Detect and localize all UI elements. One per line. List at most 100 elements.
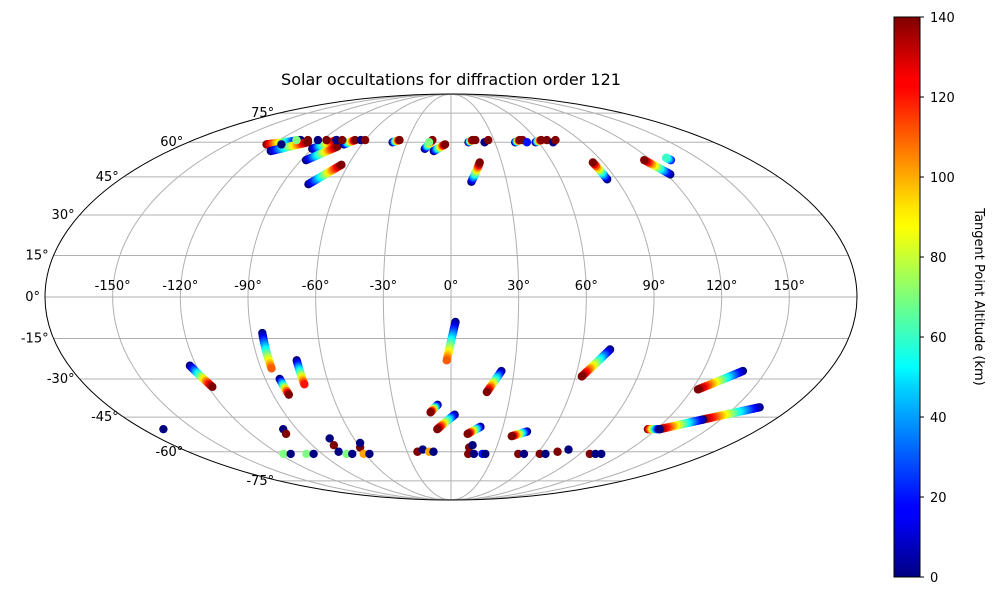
data-point xyxy=(482,387,492,397)
chart-title: Solar occultations for diffraction order… xyxy=(281,70,621,89)
data-point xyxy=(281,429,291,439)
data-point xyxy=(286,449,295,459)
data-point xyxy=(338,135,347,145)
data-point xyxy=(208,382,217,392)
longitude-tick-labels: -150° -120° -90° -60° -30° 0° 30° 60° 90° 120° 150… xyxy=(95,279,805,294)
data-point xyxy=(302,449,311,459)
latitude-label: 30° xyxy=(52,208,75,223)
data-point xyxy=(468,441,477,450)
longitude-label: -120° xyxy=(162,279,198,294)
data-point xyxy=(424,138,434,147)
data-point xyxy=(355,438,365,448)
longitude-label: -150° xyxy=(95,279,131,294)
meridian-line xyxy=(450,93,723,501)
meridian-line xyxy=(450,93,520,501)
colorbar-tick-label: 100 xyxy=(930,171,955,186)
data-point xyxy=(300,380,309,389)
latitude-label: -75° xyxy=(246,474,274,489)
data-point xyxy=(279,449,288,459)
data-point xyxy=(159,424,168,434)
data-point xyxy=(597,449,606,459)
data-point xyxy=(322,135,331,145)
latitude-label: 45° xyxy=(96,170,119,185)
longitude-label: 0° xyxy=(444,279,459,294)
latitude-label: -45° xyxy=(91,410,119,425)
latitude-label: 60° xyxy=(160,135,183,150)
colorbar-tick-label: 0 xyxy=(930,571,938,586)
data-point xyxy=(655,424,665,434)
meridian-line xyxy=(112,93,452,501)
data-point xyxy=(541,449,550,459)
latitude-label: -60° xyxy=(156,445,184,460)
map-boundary xyxy=(44,93,858,501)
data-point xyxy=(395,135,404,145)
data-point xyxy=(329,441,339,450)
data-point xyxy=(522,138,532,147)
longitude-label: 120° xyxy=(706,279,737,294)
data-point xyxy=(325,434,334,443)
longitude-label: 150° xyxy=(774,279,805,294)
data-point xyxy=(640,155,649,165)
data-point xyxy=(564,445,573,454)
latitude-label: -15° xyxy=(21,332,49,347)
data-point xyxy=(693,385,703,394)
data-point xyxy=(463,429,472,439)
latitude-label: -30° xyxy=(47,372,75,387)
data-point xyxy=(334,447,343,456)
latitude-label: 0° xyxy=(25,290,40,305)
data-point xyxy=(418,445,427,454)
data-point xyxy=(365,449,374,459)
data-point xyxy=(469,449,479,459)
graticule xyxy=(45,93,857,501)
latitude-label: 15° xyxy=(26,248,49,263)
longitude-label: 60° xyxy=(575,279,598,294)
meridian-line xyxy=(450,93,655,501)
longitude-label: 30° xyxy=(507,279,530,294)
meridian-line xyxy=(382,93,452,501)
data-point xyxy=(442,356,451,365)
longitude-label: -30° xyxy=(369,279,397,294)
data-point xyxy=(337,160,346,170)
data-point xyxy=(661,153,671,163)
data-point xyxy=(284,390,294,399)
colorbar-tick-label: 140 xyxy=(930,11,955,26)
colorbar-tick-label: 80 xyxy=(930,251,947,266)
data-point xyxy=(484,135,493,145)
data-point xyxy=(292,135,301,145)
data-point xyxy=(426,408,435,417)
colorbar-gradient xyxy=(893,16,921,578)
data-point xyxy=(433,424,442,434)
data-point xyxy=(553,447,562,456)
longitude-label: 90° xyxy=(642,279,665,294)
data-point xyxy=(588,158,598,167)
colorbar-tick-label: 60 xyxy=(930,331,947,346)
longitude-label: -60° xyxy=(302,279,330,294)
colorbar-tick-label: 120 xyxy=(930,91,955,106)
longitude-label: -90° xyxy=(234,279,262,294)
data-point xyxy=(333,142,342,151)
data-point xyxy=(360,135,370,145)
latitude-label: 75° xyxy=(251,106,274,121)
data-point xyxy=(577,372,586,381)
colorbar-tick-label: 20 xyxy=(930,491,947,506)
data-point xyxy=(277,140,286,149)
data-point xyxy=(481,449,490,459)
colorbar-tick-label: 40 xyxy=(930,411,947,426)
occultation-points xyxy=(159,135,764,459)
data-point xyxy=(471,135,480,145)
data-point xyxy=(551,135,560,145)
data-point xyxy=(519,449,529,459)
data-point xyxy=(429,447,438,456)
data-point xyxy=(475,158,484,167)
data-point xyxy=(313,135,323,145)
data-point xyxy=(507,431,516,441)
colorbar: 0 20 40 60 80 100 120 140 Tangent Point Altitud… xyxy=(893,11,986,586)
data-point xyxy=(440,140,450,149)
data-point xyxy=(348,449,357,459)
data-point xyxy=(303,135,313,145)
colorbar-ticks: 0 20 40 60 80 100 120 140 xyxy=(920,11,955,586)
colorbar-label: Tangent Point Altitude (km) xyxy=(971,207,986,385)
data-point xyxy=(309,449,318,459)
latitude-tick-labels: -75° -60° -45° -30° -15° 0° 15° 30° 45° 60° 75° xyxy=(21,106,274,489)
